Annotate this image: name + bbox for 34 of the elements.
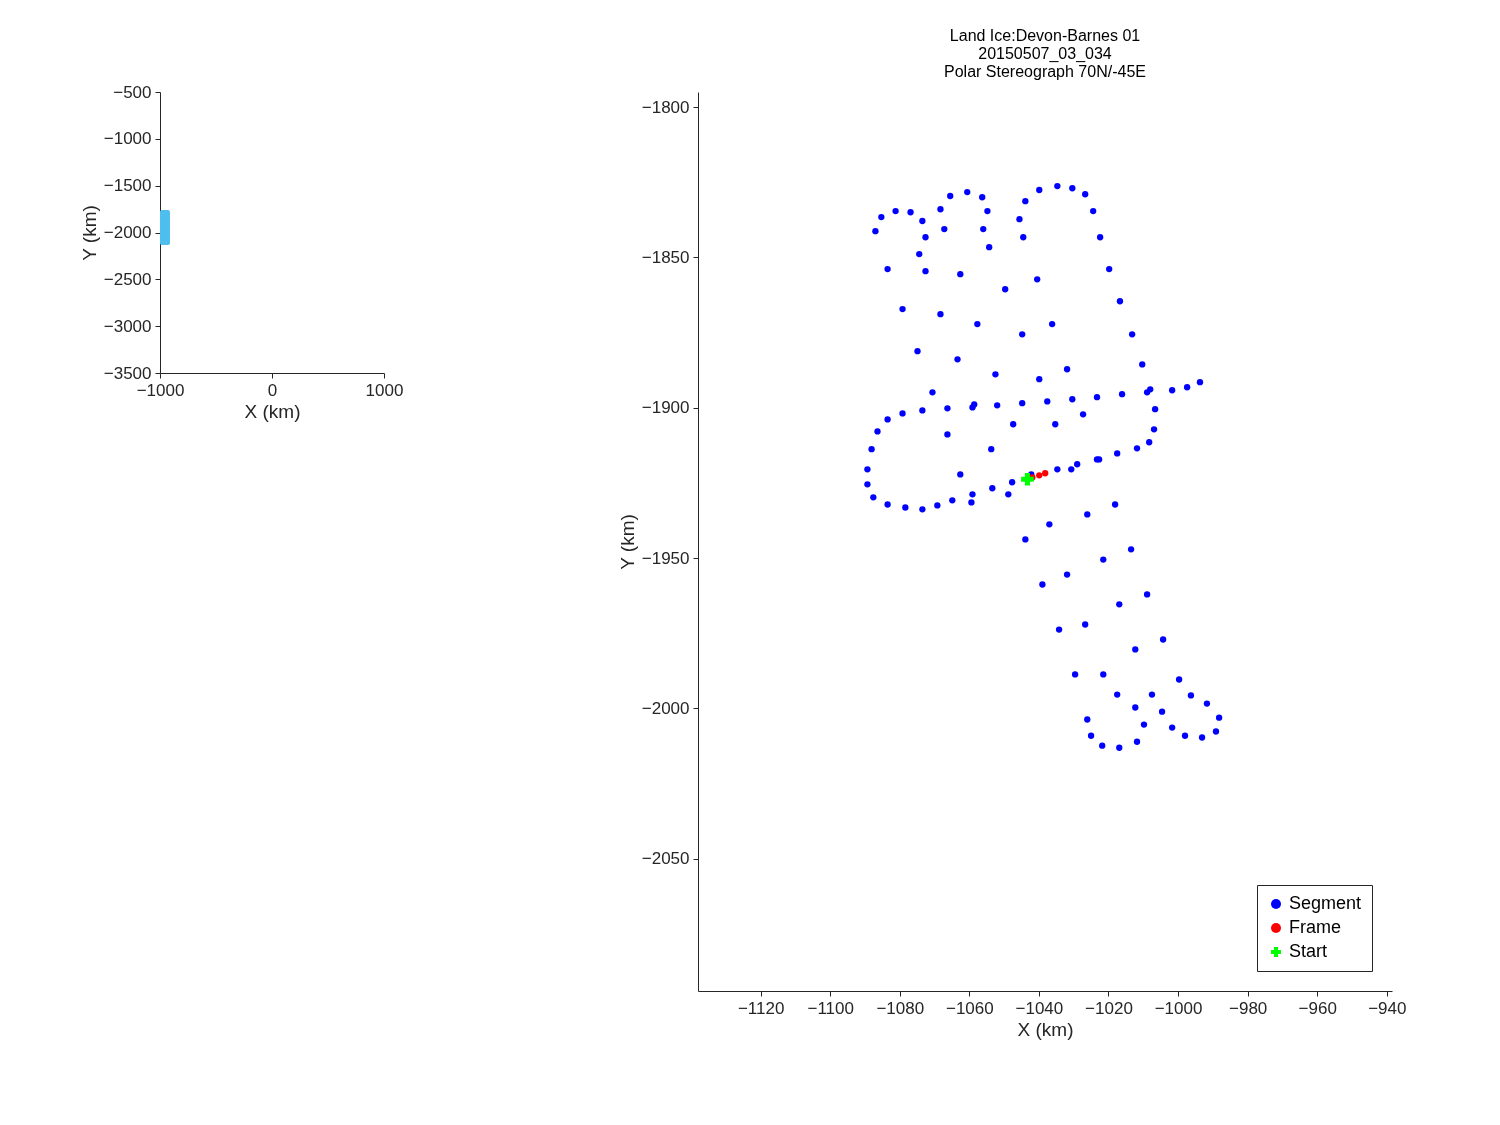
x-tick-label: 1000 <box>365 380 404 400</box>
y-tick-label: −1850 <box>641 247 690 267</box>
x-tick-label: −1060 <box>945 998 994 1018</box>
y-tick-label: −2050 <box>641 849 690 869</box>
chart-title: Land Ice:Devon-Barnes 01 20150507_03_034 Polar Stereograph 70N/-45E <box>944 27 1146 80</box>
y-tick-label: −1900 <box>641 398 690 418</box>
x-tick-label: −1120 <box>737 998 785 1018</box>
y-tick-label: −2000 <box>103 223 152 242</box>
x-tick-label: −1040 <box>1015 998 1064 1018</box>
x-tick-label: −980 <box>1228 998 1268 1018</box>
x-tick-label: −1000 <box>136 380 185 400</box>
y-tick-label: −2500 <box>103 269 152 289</box>
legend-label: Frame <box>1289 917 1342 937</box>
x-axis-title: X (km) <box>244 400 301 422</box>
y-tick-label: −1950 <box>641 548 690 568</box>
y-tick-label: −1500 <box>103 176 152 196</box>
y-axis-title: Y (km) <box>616 514 638 570</box>
x-tick-label: −960 <box>1298 998 1337 1018</box>
y-tick-label: −2000 <box>641 698 690 718</box>
x-axis-title: X (km) <box>1017 1018 1074 1040</box>
x-tick-label: −940 <box>1368 998 1407 1018</box>
x-tick-label: −1080 <box>876 998 925 1018</box>
y-tick-label: −3500 <box>103 363 152 383</box>
y-tick-label: −3000 <box>103 316 152 336</box>
x-tick-label: −1000 <box>1154 998 1203 1018</box>
x-tick-label: −1020 <box>1085 998 1133 1018</box>
y-tick-label: −1800 <box>641 97 690 117</box>
y-axis-title: Y (km) <box>78 205 100 261</box>
y-tick-label: −500 <box>113 82 152 102</box>
legend-label: Segment <box>1289 893 1362 913</box>
legend-label: Start <box>1289 941 1328 961</box>
x-tick-label: 0 <box>267 380 278 400</box>
y-tick-label: −1000 <box>103 129 152 149</box>
x-tick-label: −1100 <box>807 998 854 1018</box>
